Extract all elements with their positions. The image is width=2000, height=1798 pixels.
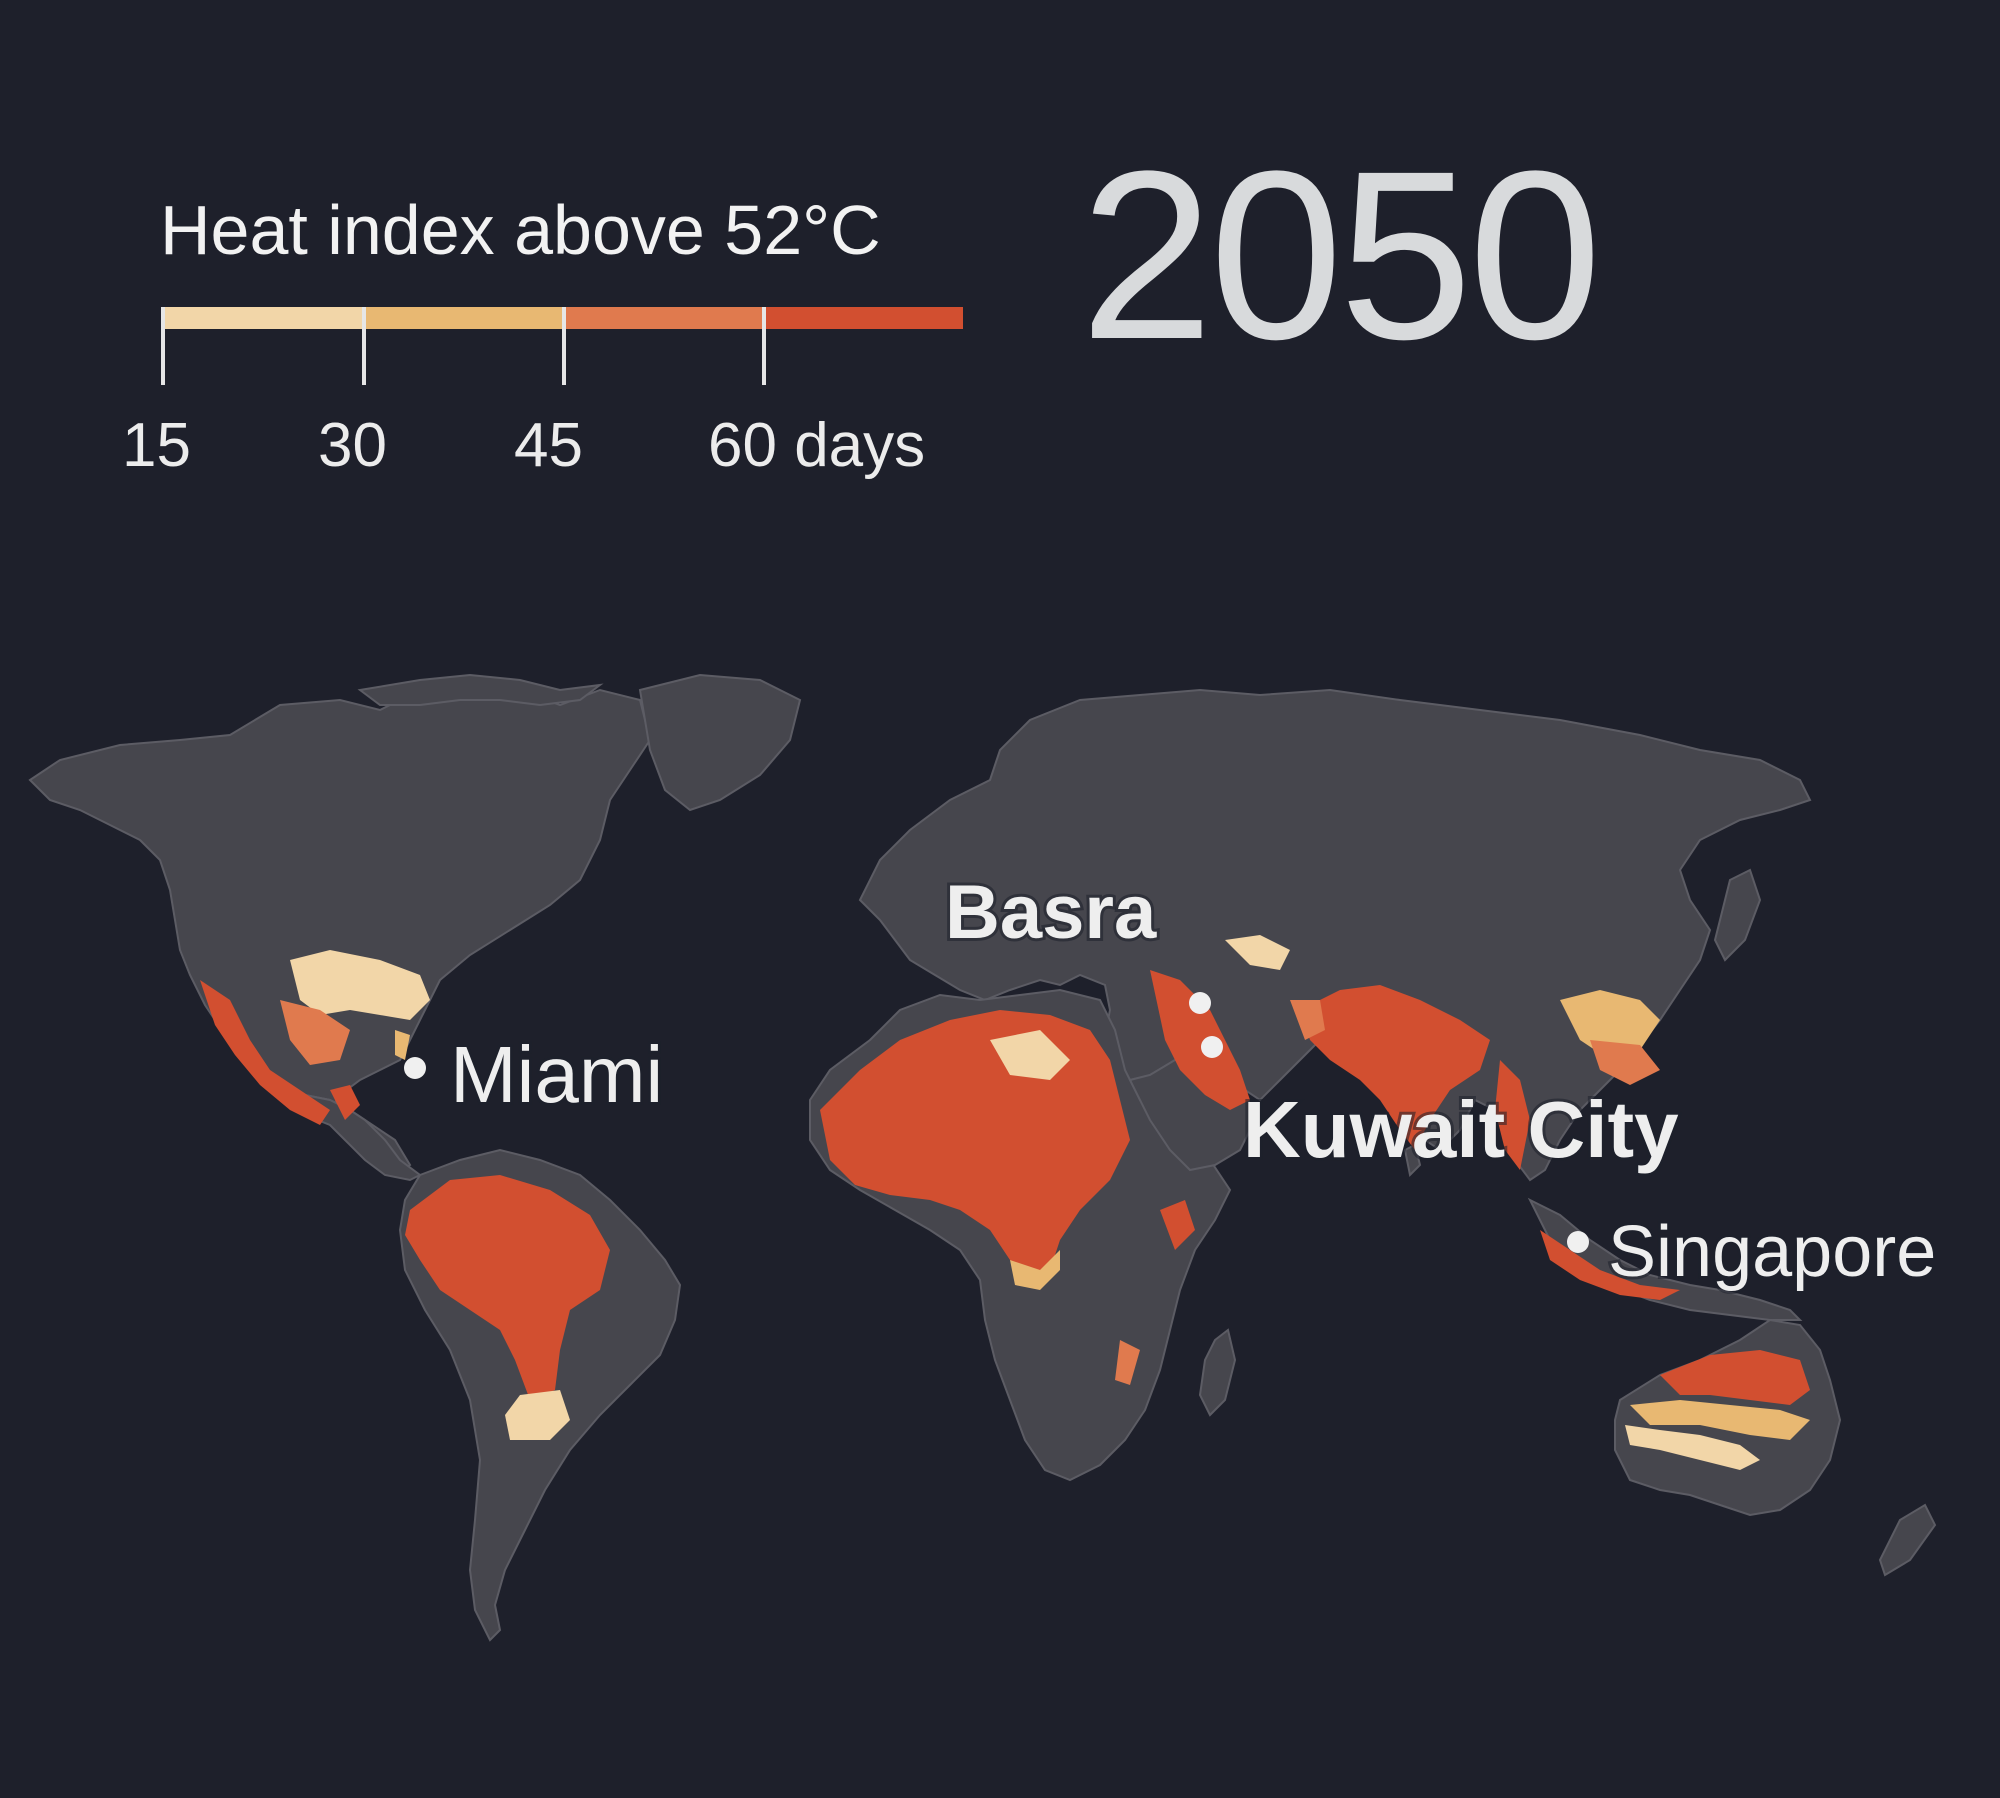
heat-zone-china-east <box>1590 1040 1660 1085</box>
legend-swatch-60 <box>763 307 963 329</box>
greenland <box>638 673 802 812</box>
new-zealand <box>1878 1503 1937 1577</box>
canadian-arctic <box>357 673 604 707</box>
legend-label-15: 15 <box>122 411 191 480</box>
singapore-label: Singapore <box>1608 1212 1936 1292</box>
heat-zone-arabia <box>1150 970 1250 1110</box>
legend-swatch-30 <box>363 307 563 329</box>
madagascar <box>1198 1328 1237 1417</box>
city-markers: Basra Miami Kuwait City Singapore <box>404 867 1939 1295</box>
legend-tick-60 <box>762 307 766 385</box>
legend-title: Heat index above 52°C <box>160 191 881 269</box>
heat-zone-iran <box>1225 935 1290 970</box>
heat-zone-central-africa <box>1010 1250 1060 1290</box>
heat-zone-sahel-light <box>990 1030 1070 1080</box>
heat-zone-australia-south <box>1625 1425 1760 1470</box>
legend-label-60: 60 days <box>708 411 926 480</box>
kuwait-city-label: Kuwait City <box>1243 1085 1679 1174</box>
heat-zone-yucatan <box>330 1085 360 1120</box>
legend-label-45: 45 <box>514 411 583 480</box>
sri-lanka <box>1403 1143 1422 1178</box>
legend-tick-15 <box>161 307 165 385</box>
miami-label: Miami <box>450 1030 663 1119</box>
japan <box>1713 868 1762 962</box>
basra-dot <box>1189 992 1211 1014</box>
legend-tick-45 <box>562 307 566 385</box>
heat-zone-amazon <box>405 1175 610 1400</box>
heat-zones-layer <box>200 935 1810 1470</box>
heat-zone-us-south <box>290 950 430 1020</box>
heat-zone-mexico-2 <box>280 1000 350 1065</box>
heat-zone-brazil-south <box>505 1390 570 1440</box>
heat-zone-se-asia <box>1495 1060 1530 1170</box>
basra-label: Basra <box>945 870 1157 955</box>
heat-zone-australia-mid <box>1630 1400 1810 1440</box>
year-label: 2050 <box>1080 121 1602 389</box>
legend-color-bar <box>163 307 963 329</box>
heat-zone-india <box>1300 985 1490 1150</box>
heat-zone-mexico <box>200 980 330 1125</box>
heat-zone-florida <box>395 1030 410 1060</box>
heat-zone-horn <box>1160 1200 1195 1250</box>
heat-zone-indonesia <box>1540 1230 1680 1300</box>
heat-zone-pakistan <box>1290 1000 1325 1040</box>
legend-tick-30 <box>362 307 366 385</box>
heat-zone-south-china <box>1560 990 1660 1060</box>
legend-swatch-15 <box>163 307 363 329</box>
legend-swatch-45 <box>563 307 763 329</box>
kuwait-city-dot <box>1201 1036 1223 1058</box>
miami-dot <box>404 1057 426 1079</box>
heat-zone-east-africa <box>1115 1340 1140 1385</box>
singapore-dot <box>1567 1231 1589 1253</box>
legend-label-30: 30 <box>318 411 387 480</box>
heat-zone-australia-north <box>1660 1350 1810 1405</box>
